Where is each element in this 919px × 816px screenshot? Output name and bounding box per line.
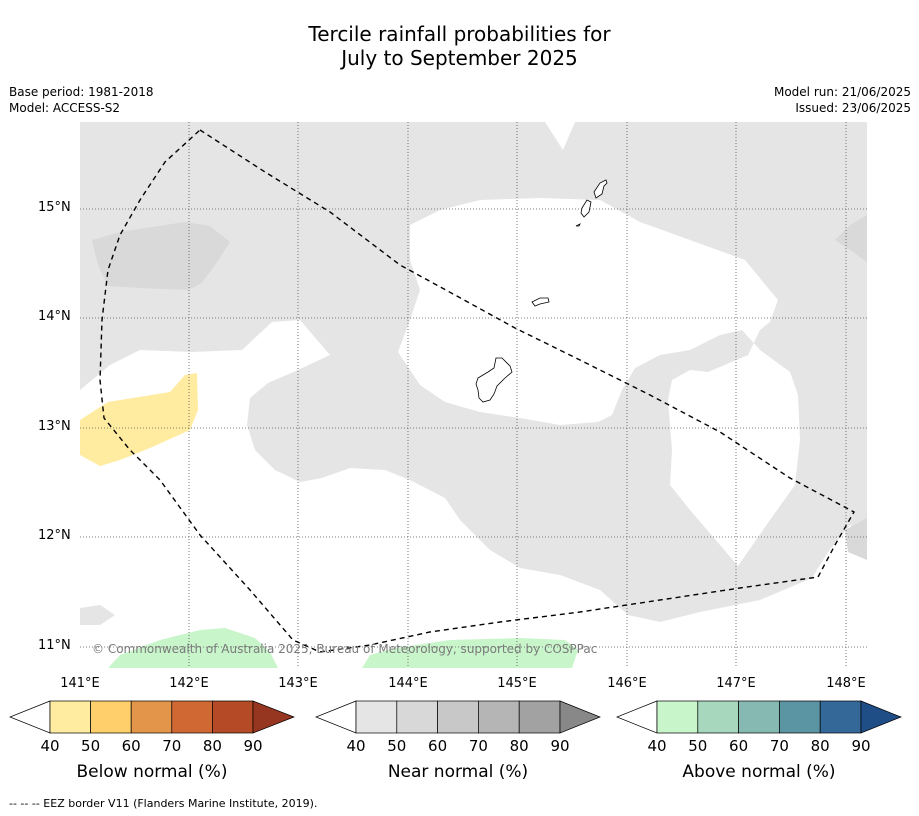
colorbar-near-normal-high-arrow	[559, 700, 601, 734]
lon-tick-148e: 148°E	[826, 676, 866, 691]
above-normal-40-region-west	[108, 628, 278, 668]
colorbar-above-normal-low-arrow	[616, 700, 658, 734]
island-aguijan	[575, 223, 581, 227]
lon-tick-144e: 144°E	[388, 676, 428, 691]
colorbar-near-normal-bin-50	[396, 700, 438, 734]
map-title-line2: July to September 2025	[341, 46, 578, 70]
meta-left: Base period: 1981-2018 Model: ACCESS-S2	[9, 84, 154, 116]
cb-near-tick-60: 60	[428, 737, 448, 755]
model-text: Model: ACCESS-S2	[9, 101, 121, 115]
map-title: Tercile rainfall probabilities for July …	[0, 22, 919, 70]
lat-tick-11n: 11°N	[38, 638, 71, 653]
gridlines	[80, 122, 867, 668]
cb-above-tick-60: 60	[729, 737, 749, 755]
near-normal-50-region-east	[835, 215, 867, 262]
island-saipan	[593, 179, 608, 199]
colorbar-below-normal-bin-40	[49, 700, 91, 734]
colorbar-below-normal-bin-80	[212, 700, 254, 734]
lon-tick-147e: 147°E	[716, 676, 756, 691]
colorbar-below-normal	[9, 700, 295, 734]
lon-tick-145e: 145°E	[497, 676, 537, 691]
colorbar-above-normal	[616, 700, 902, 734]
cb-near-tick-40: 40	[346, 737, 366, 755]
colorbar-above-normal-bin-70	[779, 700, 821, 734]
colorbar-near-normal-bin-70	[478, 700, 520, 734]
lon-tick-141e: 141°E	[60, 676, 100, 691]
cb-below-tick-90: 90	[243, 737, 263, 755]
cb-near-tick-90: 90	[550, 737, 570, 755]
cb-near-tick-80: 80	[509, 737, 529, 755]
lat-tick-15n: 15°N	[38, 200, 71, 215]
cb-above-tick-90: 90	[851, 737, 871, 755]
colorbar-below-normal-bin-70	[171, 700, 213, 734]
colorbar-near-normal	[315, 700, 601, 734]
colorbar-near-normal-bin-60	[437, 700, 479, 734]
near-normal-50-region-southeast	[845, 518, 867, 560]
colorbar-below-normal-high-arrow	[252, 700, 295, 734]
cb-below-tick-60: 60	[121, 737, 141, 755]
colorbar-above-normal-high-arrow	[860, 700, 902, 734]
cb-near-tick-70: 70	[468, 737, 488, 755]
colorbar-above-normal-bin-60	[738, 700, 780, 734]
island-tinian	[580, 199, 592, 218]
near-normal-40-region	[80, 122, 867, 622]
cb-above-tick-40: 40	[647, 737, 667, 755]
cb-below-tick-80: 80	[202, 737, 222, 755]
below-normal-40-region	[80, 373, 198, 466]
colorbar-above-normal-bin-80	[819, 700, 862, 734]
colorbar-above-normal-bin-50	[697, 700, 739, 734]
colorbar-near-normal-bin-80	[518, 700, 561, 734]
island-rota	[531, 297, 550, 307]
meta-right: Model run: 21/06/2025 Issued: 23/06/2025	[774, 84, 911, 116]
colorbar-above-normal-bin-40	[656, 700, 699, 734]
colorbar-near-normal-bin-40	[355, 700, 398, 734]
colorbar-below-normal-label: Below normal (%)	[76, 762, 228, 782]
colorbar-near-normal-label: Near normal (%)	[387, 762, 529, 782]
cb-near-tick-50: 50	[387, 737, 407, 755]
cb-above-tick-80: 80	[810, 737, 830, 755]
near-normal-40-patch-sw	[80, 605, 115, 625]
above-normal-40-region-east	[362, 638, 578, 668]
near-normal-50-region	[92, 222, 230, 290]
colorbar-below-normal-bin-60	[130, 700, 173, 734]
cb-above-tick-50: 50	[688, 737, 708, 755]
cb-below-tick-50: 50	[81, 737, 101, 755]
cb-below-tick-40: 40	[40, 737, 60, 755]
issued-text: Issued: 23/06/2025	[795, 101, 911, 115]
lat-tick-13n: 13°N	[38, 419, 71, 434]
colorbar-below-normal-low-arrow	[9, 700, 51, 734]
island-guam	[475, 357, 513, 403]
map-title-line1: Tercile rainfall probabilities for	[308, 22, 611, 46]
copyright-text: © Commonwealth of Australia 2025, Bureau…	[92, 642, 598, 656]
eez-border	[99, 129, 855, 653]
lat-tick-14n: 14°N	[38, 309, 71, 324]
eez-legend-footer: -- -- -- EEZ border V11 (Flanders Marine…	[9, 797, 318, 810]
colorbar-below-normal-bin-50	[90, 700, 132, 734]
lon-tick-146e: 146°E	[607, 676, 647, 691]
model-run-text: Model run: 21/06/2025	[773, 85, 911, 99]
cb-above-tick-70: 70	[769, 737, 789, 755]
lon-tick-142e: 142°E	[169, 676, 209, 691]
colorbar-near-normal-low-arrow	[315, 700, 357, 734]
base-period-text: Base period: 1981-2018	[9, 85, 154, 99]
lat-tick-12n: 12°N	[38, 528, 71, 543]
lon-tick-143e: 143°E	[278, 676, 318, 691]
colorbar-above-normal-label: Above normal (%)	[682, 762, 836, 782]
cb-below-tick-70: 70	[162, 737, 182, 755]
land-outlines	[475, 179, 608, 403]
